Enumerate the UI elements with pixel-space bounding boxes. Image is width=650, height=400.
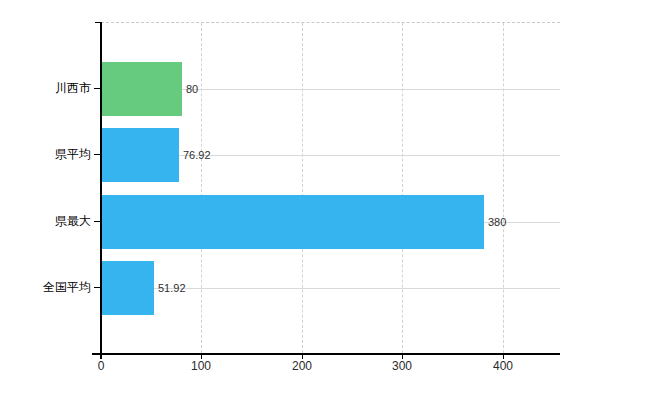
category-label: 県平均	[0, 147, 91, 161]
category-label: 県最大	[0, 214, 91, 228]
y-axis-line	[100, 22, 102, 359]
x-tick-label: 100	[171, 360, 231, 373]
category-label: 川西市	[0, 81, 91, 95]
gridline-vertical	[302, 23, 303, 353]
y-axis-top-tick-mark	[95, 22, 101, 23]
x-axis-line	[92, 353, 560, 355]
bar	[102, 195, 484, 249]
plot-area: 80 76.92 380 51.92	[101, 22, 560, 353]
gridline-vertical	[402, 23, 403, 353]
bar	[102, 62, 182, 116]
x-tick-label: 0	[71, 360, 131, 373]
x-tick-label: 300	[372, 360, 432, 373]
y-tick-mark	[94, 88, 101, 89]
x-tick-label: 200	[272, 360, 332, 373]
y-tick-mark	[94, 287, 101, 288]
y-tick-mark	[94, 154, 101, 155]
x-tick-label: 400	[473, 360, 533, 373]
gridline-vertical	[201, 23, 202, 353]
category-label: 全国平均	[0, 280, 91, 294]
bar-value-label: 380	[488, 217, 506, 228]
bar	[102, 128, 179, 182]
bar-value-label: 80	[186, 84, 198, 95]
bar-value-label: 76.92	[183, 150, 211, 161]
bar-value-label: 51.92	[158, 283, 186, 294]
gridline-vertical	[503, 23, 504, 353]
chart-canvas: 80 76.92 380 51.92 0 100 200 300 400 川西市県平均県最大全国…	[0, 0, 650, 400]
bar	[102, 261, 154, 315]
y-tick-mark	[94, 221, 101, 222]
